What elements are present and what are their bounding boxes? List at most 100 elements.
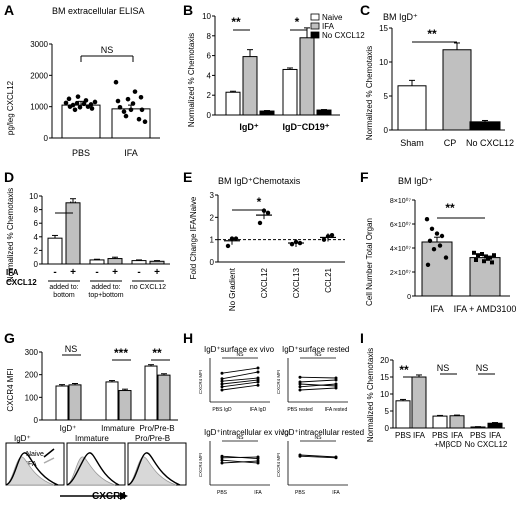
panel-f-bar [421,241,453,297]
panel-i-y-tick-label: 20 [380,356,389,365]
panel-d-ifa-sign: + [112,267,118,278]
panel-h-x-label: IFA [254,490,262,496]
panel-c-y-tick-label: 0 [384,126,389,135]
panel-h-point [256,376,260,380]
panel-d-row-label: CXCL12 [6,278,37,287]
panel-letter-a: A [4,2,14,18]
panel-h-point [298,385,302,389]
panel-f-point [492,253,496,258]
panel-i-group-label: No CXCL12 [465,440,508,449]
panel-d-y-tick-label: 8 [34,206,39,215]
panel-h-point [256,461,260,465]
panel-d-group-label: added to: [49,284,78,291]
panel-a-y-tick-label: 2000 [30,71,48,80]
panel-a-point [89,106,95,111]
panel-b-ylabel: Normalized % Chemotaxis [187,33,196,127]
panel-a-point [88,102,94,107]
panel-i-bar [449,415,465,429]
panel-i-x-label: PBS [432,431,448,440]
panel-i-x-label: IFA [413,431,426,440]
panel-i-bar [432,415,448,429]
panel-i-x-label: IFA [451,431,464,440]
panel-h-point [256,366,260,370]
panel-b-bar [242,56,258,116]
panel-d-row-label: IFA [6,268,19,277]
panel-a-point [121,109,127,114]
panel-a-point [123,113,129,119]
panel-a-point [125,96,131,102]
panel-b-bar [259,110,275,116]
panel-h-point [334,455,338,459]
panel-d-ifa-sign: - [137,267,140,278]
panel-h-line [221,381,259,388]
panel-e-title: BM IgD⁺Chemotaxis [218,176,301,186]
panel-d-y-tick-label: 4 [34,233,39,242]
panel-d-y-tick-label: 6 [34,219,39,228]
panel-a-ns: NS [101,45,114,55]
panel-h-ylabel: CXCR4 MFI [198,370,203,394]
panel-c-x-label: Sham [400,138,424,148]
panel-b-bar [316,109,332,116]
panel-e-sig: * [257,195,262,209]
panel-d-bar [149,260,165,265]
panel-e-point [261,208,267,213]
panel-g-ylabel: CXCR4 MFI [6,368,15,411]
panel-h-point [220,454,224,458]
panel-g-y-tick-label: 100 [25,393,39,402]
panel-e-point [257,220,263,226]
panel-d-ifa-sign: + [154,267,160,278]
panel-f-point [439,233,445,239]
panel-i-y-tick-label: 5 [385,407,390,416]
panel-f-sig: ** [445,201,455,215]
panel-h-subtitle: IgD⁺intracellular rested [282,428,364,437]
panel-f-ylabel: Cell Number Total Organ [365,218,374,306]
panel-f-bar [469,257,501,297]
panel-i-bar [487,422,503,429]
hist-naive-curve [66,452,120,486]
panel-h-point [220,461,224,465]
panel-h-line [221,455,259,460]
panel-f-point [474,258,478,262]
panel-b-y-tick-label: 4 [207,71,212,80]
panel-e-x-label: No Gradient [228,267,237,311]
panel-h-ylabel: CXCR4 MFI [276,453,281,477]
panel-d-y-tick-label: 10 [29,192,38,201]
panel-e-point [329,233,335,238]
panel-a-point [66,96,72,102]
panel-d-y-tick-label: 0 [34,260,39,269]
panel-d-group-label: bottom [53,292,75,299]
panel-i-x-label: PBS [395,431,411,440]
panel-b-x-label: IgD⁻CD19⁺ [282,122,329,132]
panel-a-point [74,100,80,106]
panel-letter-h: H [183,330,193,346]
panel-f-point [476,253,480,258]
panel-a-point [77,104,83,110]
panel-e-point [297,240,303,246]
panel-f-point [490,260,494,265]
panel-h-subtitle: IgD⁺surface rested [282,345,349,354]
panel-h-ns: NS [237,435,245,441]
panel-e-y-tick-label: 3 [210,191,215,200]
panel-f-y-tick-label: 6×10⁰⁷ [390,221,412,229]
panel-a-title: BM extracellular ELISA [52,6,145,16]
panel-a-point [75,94,81,99]
panel-a-point [130,101,136,106]
hist-legend-naive-line [43,448,55,458]
panel-h-ylabel: CXCR4 MFI [198,453,203,477]
panel-f-x-label: IFA + AMD3100 [454,304,517,314]
panel-d-bar [47,237,63,265]
panel-e-point [229,236,235,241]
panel-i-y-tick-label: 10 [380,390,389,399]
panel-d-group-label: no CXCL12 [130,284,166,291]
panel-h-x-label: IFA IgD [250,407,267,413]
panel-f-point [480,252,484,256]
panel-c-y-tick-label: 5 [384,92,389,101]
panel-f-point [437,243,443,248]
panel-e-y-tick-label: 0 [210,258,215,267]
panel-h-line [221,459,259,464]
legend-naive: Naive [322,13,343,22]
panel-letter-d: D [4,169,14,185]
panel-b-y-tick-label: 2 [207,91,212,100]
panel-h-point [334,384,338,388]
panel-h-ns: NS [315,435,323,441]
